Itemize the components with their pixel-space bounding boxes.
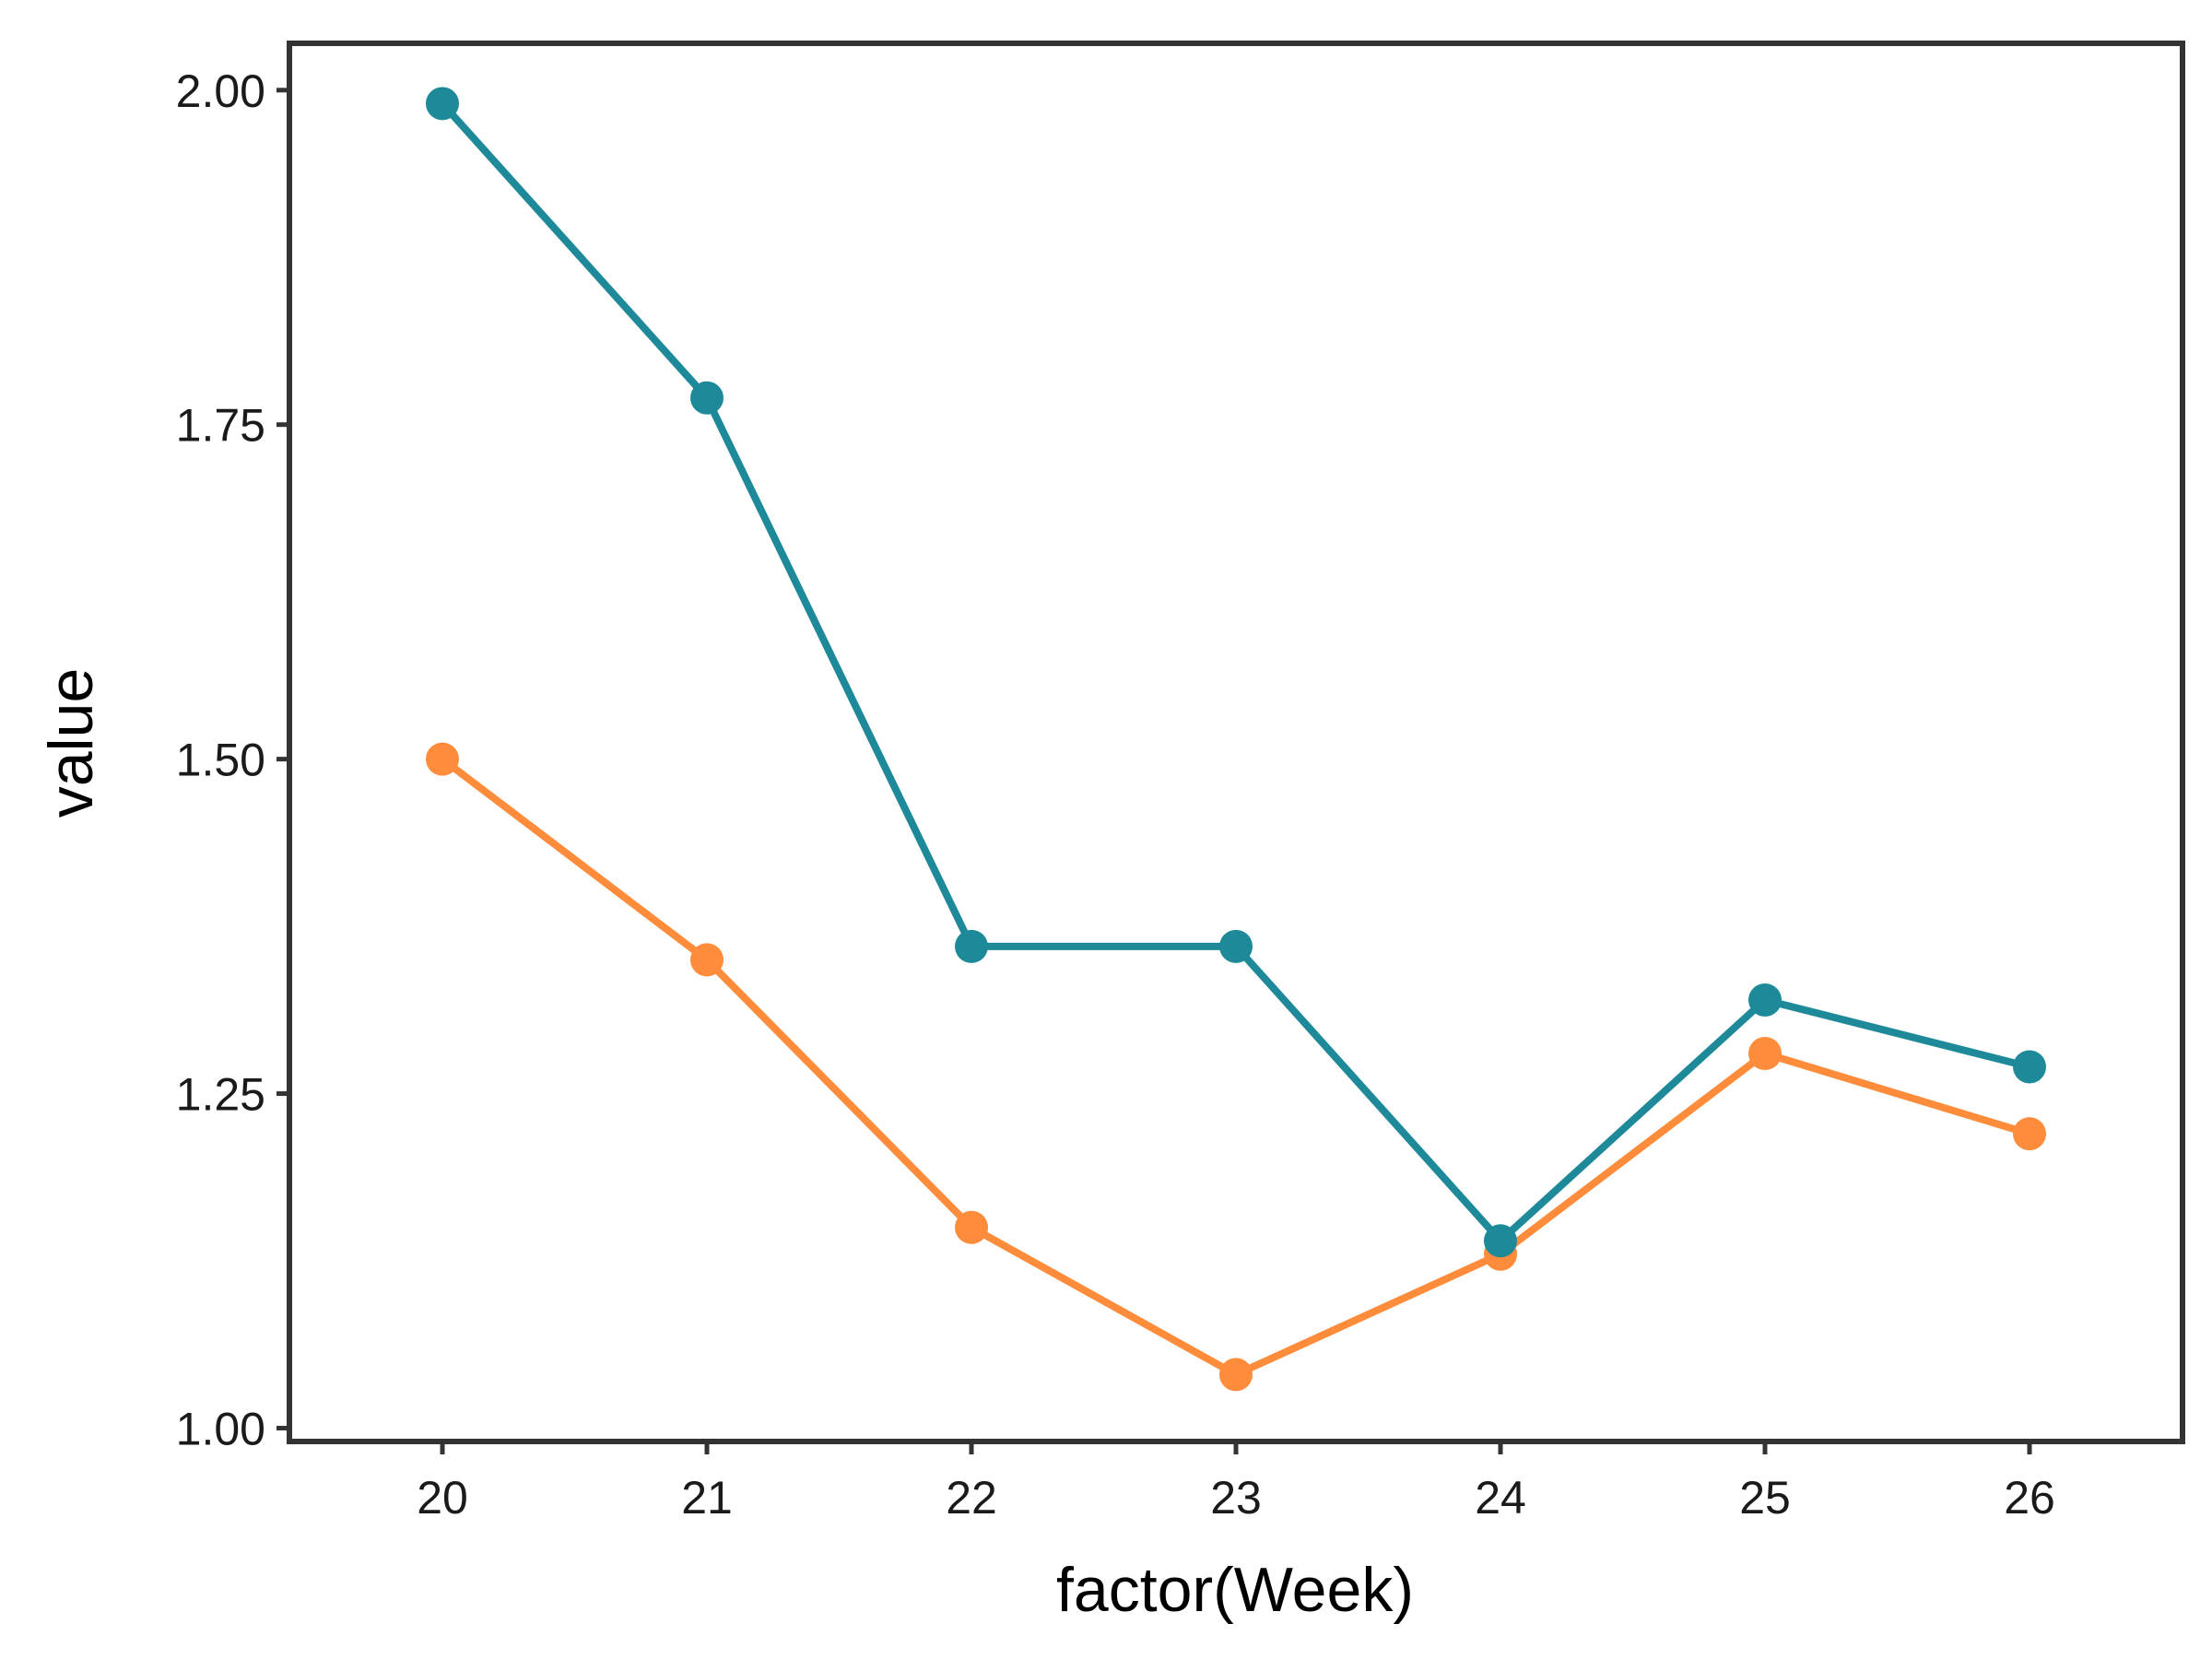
y-tick-label: 1.75 — [176, 400, 265, 452]
series-1-point — [426, 87, 459, 121]
series-2-point — [1748, 1037, 1782, 1071]
y-tick-label: 1.25 — [176, 1069, 265, 1121]
series-2-point — [690, 943, 724, 977]
series-1-point — [1219, 929, 1253, 963]
series-layer — [426, 87, 2046, 1392]
y-axis: 1.00 1.25 1.50 1.75 2.00 — [176, 65, 289, 1454]
y-tick-label: 1.50 — [176, 735, 265, 786]
x-axis: 20 21 22 23 24 25 26 — [417, 1441, 2055, 1524]
x-tick-label: 25 — [1739, 1472, 1791, 1524]
series-2-point — [1219, 1358, 1253, 1392]
x-tick-label: 21 — [681, 1472, 733, 1524]
series-1-point — [955, 929, 988, 963]
x-tick-label: 22 — [946, 1472, 997, 1524]
y-axis-title: value — [36, 668, 106, 818]
x-tick-label: 26 — [2004, 1472, 2055, 1524]
x-tick-label: 24 — [1475, 1472, 1526, 1524]
y-tick-label: 2.00 — [176, 65, 265, 117]
series-1-point — [690, 381, 724, 415]
x-axis-title: factor(Week) — [1056, 1555, 1414, 1625]
series-2-point — [426, 742, 459, 776]
y-tick-label: 1.00 — [176, 1403, 265, 1454]
x-tick-label: 20 — [417, 1472, 468, 1524]
series-2-point — [2013, 1117, 2046, 1151]
plot-panel — [287, 41, 2185, 1444]
series-1-point — [1748, 982, 1782, 1017]
series-1-point — [1484, 1224, 1517, 1258]
series-2-point — [955, 1210, 988, 1244]
x-tick-label: 23 — [1210, 1472, 1262, 1524]
series-1-point — [2013, 1050, 2046, 1084]
